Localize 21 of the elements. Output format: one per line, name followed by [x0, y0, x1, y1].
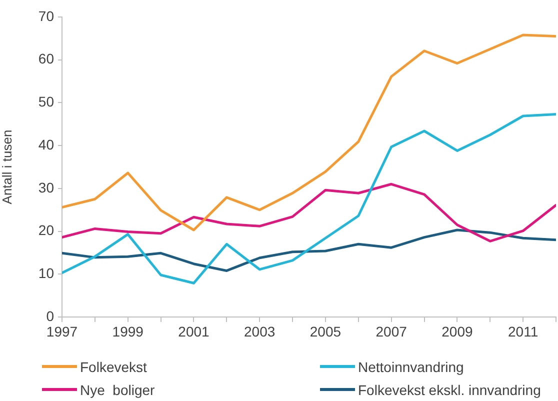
legend-label: Folkevekst ekskl. innvandring: [358, 382, 541, 398]
y-tick-label: 0: [46, 308, 54, 324]
y-tick-label: 30: [38, 179, 54, 196]
legend-label: Nettoinnvandring: [358, 358, 464, 374]
y-tick-label: 50: [38, 94, 54, 110]
x-tick-label: 1997: [46, 323, 78, 340]
legend-label: Nye boliger: [80, 382, 155, 398]
y-tick-label: 20: [38, 222, 54, 238]
x-tick-label: 2005: [310, 323, 342, 340]
x-tick-label: 2009: [442, 323, 473, 340]
y-axis-title: Antall i tusen: [0, 130, 14, 204]
x-tick-label: 2011: [508, 323, 538, 340]
y-tick-label: 60: [38, 50, 54, 67]
y-tick-label: 10: [38, 265, 54, 281]
x-tick-label: 1999: [112, 323, 144, 340]
y-tick-label: 40: [38, 136, 54, 152]
x-tick-label: 2003: [244, 323, 276, 340]
y-tick-label: 70: [38, 8, 54, 24]
x-tick-label: 2001: [178, 323, 210, 340]
x-tick-label: 2007: [376, 323, 408, 340]
legend-label: Folkevekst: [80, 358, 147, 374]
